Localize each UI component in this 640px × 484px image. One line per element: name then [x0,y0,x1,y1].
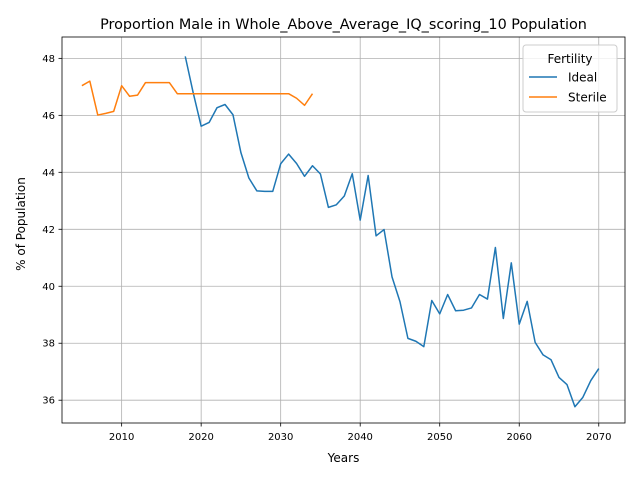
series-line-ideal [184,56,600,408]
x-tick-label: 2040 [347,432,372,443]
y-tick-label: 48 [42,54,55,65]
y-tick-label: 42 [42,225,55,236]
legend: Fertility Ideal Sterile [522,44,618,113]
chart-title: Proportion Male in Whole_Above_Average_I… [100,17,587,33]
y-tick-label: 36 [42,396,55,407]
y-tick-label: 40 [42,282,55,293]
x-axis-label: Years [327,451,360,465]
legend-box [522,44,618,113]
series-line-sterile [81,80,314,116]
x-tick-label: 2010 [109,432,134,443]
series-lines [81,56,600,408]
x-tick-label: 2020 [188,432,213,443]
legend-title: Fertility [547,52,592,66]
legend-label-sterile: Sterile [568,91,607,105]
axis-ticks: 2010 2020 2030 2040 2050 2060 2070 36 38 40 42 44 46… [42,54,611,443]
plot-area: 2010 2020 2030 2040 2050 2060 2070 36 38 40 42 44 46… [42,36,626,443]
y-tick-label: 38 [42,339,55,350]
y-tick-label: 46 [42,111,55,122]
grid-lines [62,37,625,423]
x-tick-label: 2070 [586,432,611,443]
legend-label-ideal: Ideal [568,71,597,85]
y-tick-label: 44 [42,168,55,179]
y-axis-label: % of Population [14,177,28,271]
x-tick-label: 2050 [427,432,452,443]
axes-frame [61,36,626,424]
x-tick-label: 2060 [507,432,532,443]
x-tick-label: 2030 [268,432,293,443]
